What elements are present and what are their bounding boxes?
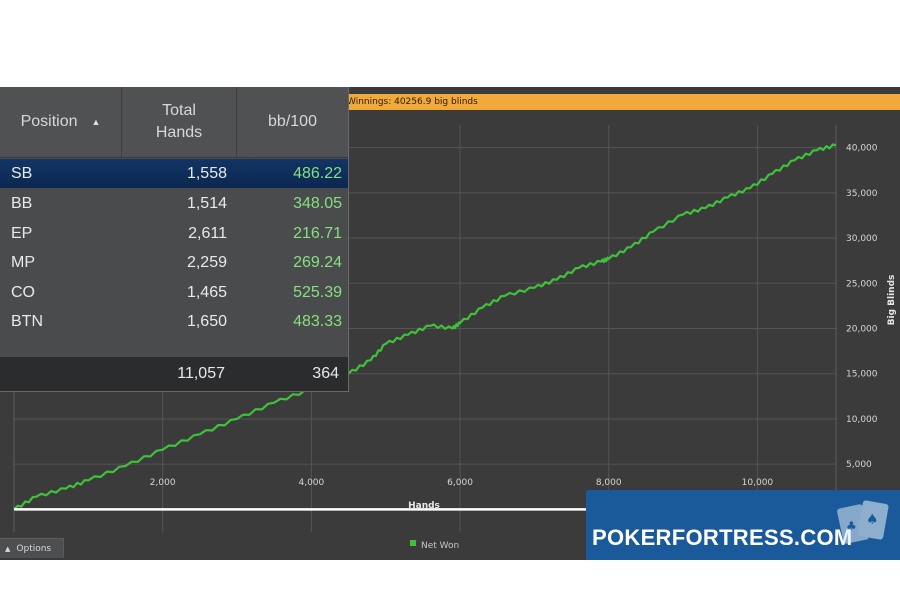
chevron-up-icon: ▲ bbox=[5, 545, 11, 553]
y-tick-label: 15,000 bbox=[846, 370, 878, 380]
legend: Net Won bbox=[410, 540, 459, 551]
legend-swatch-net-won bbox=[410, 540, 416, 546]
cell-total-hands: 1,514 bbox=[186, 195, 227, 212]
column-header-position-label: Position bbox=[20, 113, 78, 130]
poker-tracker-window: 05,00010,00015,00020,00025,00030,00035,0… bbox=[0, 87, 900, 560]
column-header-bb100-label: bb/100 bbox=[268, 113, 317, 130]
cell-bb100: 348.05 bbox=[293, 195, 342, 212]
cell-bb100: 486.22 bbox=[293, 165, 342, 182]
column-header-total-hands[interactable]: Total Hands bbox=[121, 87, 236, 157]
cell-position: SB bbox=[11, 165, 33, 182]
table-row[interactable]: SB 1,558 486.22 bbox=[0, 159, 348, 188]
y-tick-label: 10,000 bbox=[846, 415, 878, 425]
total-hands-value: 11,057 bbox=[177, 365, 225, 382]
x-tick-label: 6,000 bbox=[447, 478, 473, 488]
x-tick-label: 10,000 bbox=[742, 478, 774, 488]
options-button[interactable]: ▲ Options bbox=[0, 538, 64, 558]
cell-bb100: 269.24 bbox=[293, 254, 342, 271]
cell-position: BB bbox=[11, 195, 33, 212]
sort-ascending-icon: ▲ bbox=[91, 117, 101, 127]
svg-text:♠: ♠ bbox=[866, 512, 879, 528]
cell-total-hands: 2,259 bbox=[186, 254, 227, 271]
y-tick-label: 30,000 bbox=[846, 234, 878, 244]
table-row[interactable]: MP 2,259 269.24 bbox=[0, 248, 348, 277]
cell-total-hands: 2,611 bbox=[188, 225, 227, 242]
table-row[interactable]: BB 1,514 348.05 bbox=[0, 189, 348, 218]
cell-position: EP bbox=[11, 225, 33, 242]
table-header: Position ▲ Total Hands bb/100 bbox=[0, 87, 348, 158]
cell-bb100: 216.71 bbox=[293, 225, 342, 242]
cell-position: CO bbox=[11, 284, 35, 301]
x-tick-label: 4,000 bbox=[298, 478, 324, 488]
cell-total-hands: 1,465 bbox=[186, 284, 227, 301]
y-tick-label: 20,000 bbox=[846, 325, 878, 335]
y-tick-label: 40,000 bbox=[846, 144, 878, 154]
table-row[interactable]: EP 2,611 216.71 bbox=[0, 219, 348, 248]
table-row[interactable]: BTN 1,650 483.33 bbox=[0, 307, 348, 336]
position-stats-table: Position ▲ Total Hands bb/100 SB 1,558 4… bbox=[0, 87, 349, 392]
winnings-banner: Winnings: 40256.9 big blinds bbox=[345, 94, 900, 110]
cell-bb100: 525.39 bbox=[293, 284, 342, 301]
watermark-badge: POKERFORTRESS.COM ♠ ♣ bbox=[586, 490, 900, 560]
column-header-total-hands-line-2: Hands bbox=[155, 124, 203, 141]
y-tick-label: 25,000 bbox=[846, 279, 878, 289]
table-row[interactable]: CO 1,465 525.39 bbox=[0, 278, 348, 307]
cell-total-hands: 1,650 bbox=[186, 313, 227, 330]
y-tick-label: 5,000 bbox=[846, 460, 872, 470]
playing-cards-icon: ♠ ♣ bbox=[837, 500, 889, 544]
column-header-position[interactable]: Position ▲ bbox=[0, 87, 121, 157]
options-label: Options bbox=[16, 544, 52, 554]
x-tick-label: 2,000 bbox=[150, 478, 176, 488]
x-tick-label: 8,000 bbox=[596, 478, 622, 488]
total-bb100-value: 364 bbox=[312, 365, 339, 382]
x-axis-title: Hands bbox=[408, 501, 440, 511]
svg-text:♣: ♣ bbox=[846, 519, 857, 533]
cell-total-hands: 1,558 bbox=[186, 165, 227, 182]
column-header-total-hands-line-1: Total bbox=[162, 102, 196, 119]
table-totals-row: 11,057 364 bbox=[0, 357, 348, 391]
watermark-text: POKERFORTRESS.COM bbox=[592, 525, 853, 550]
y-axis-title: Big Blinds bbox=[887, 275, 897, 326]
cell-position: MP bbox=[11, 254, 35, 271]
y-tick-label: 35,000 bbox=[846, 189, 878, 199]
axis-ticks: 05,00010,00015,00020,00025,00030,00035,0… bbox=[150, 144, 878, 516]
cell-bb100: 483.33 bbox=[293, 313, 342, 330]
column-header-bb100[interactable]: bb/100 bbox=[236, 87, 348, 157]
series-line-net-won bbox=[13, 143, 837, 511]
cell-position: BTN bbox=[11, 313, 43, 330]
legend-label-net-won: Net Won bbox=[421, 541, 459, 551]
